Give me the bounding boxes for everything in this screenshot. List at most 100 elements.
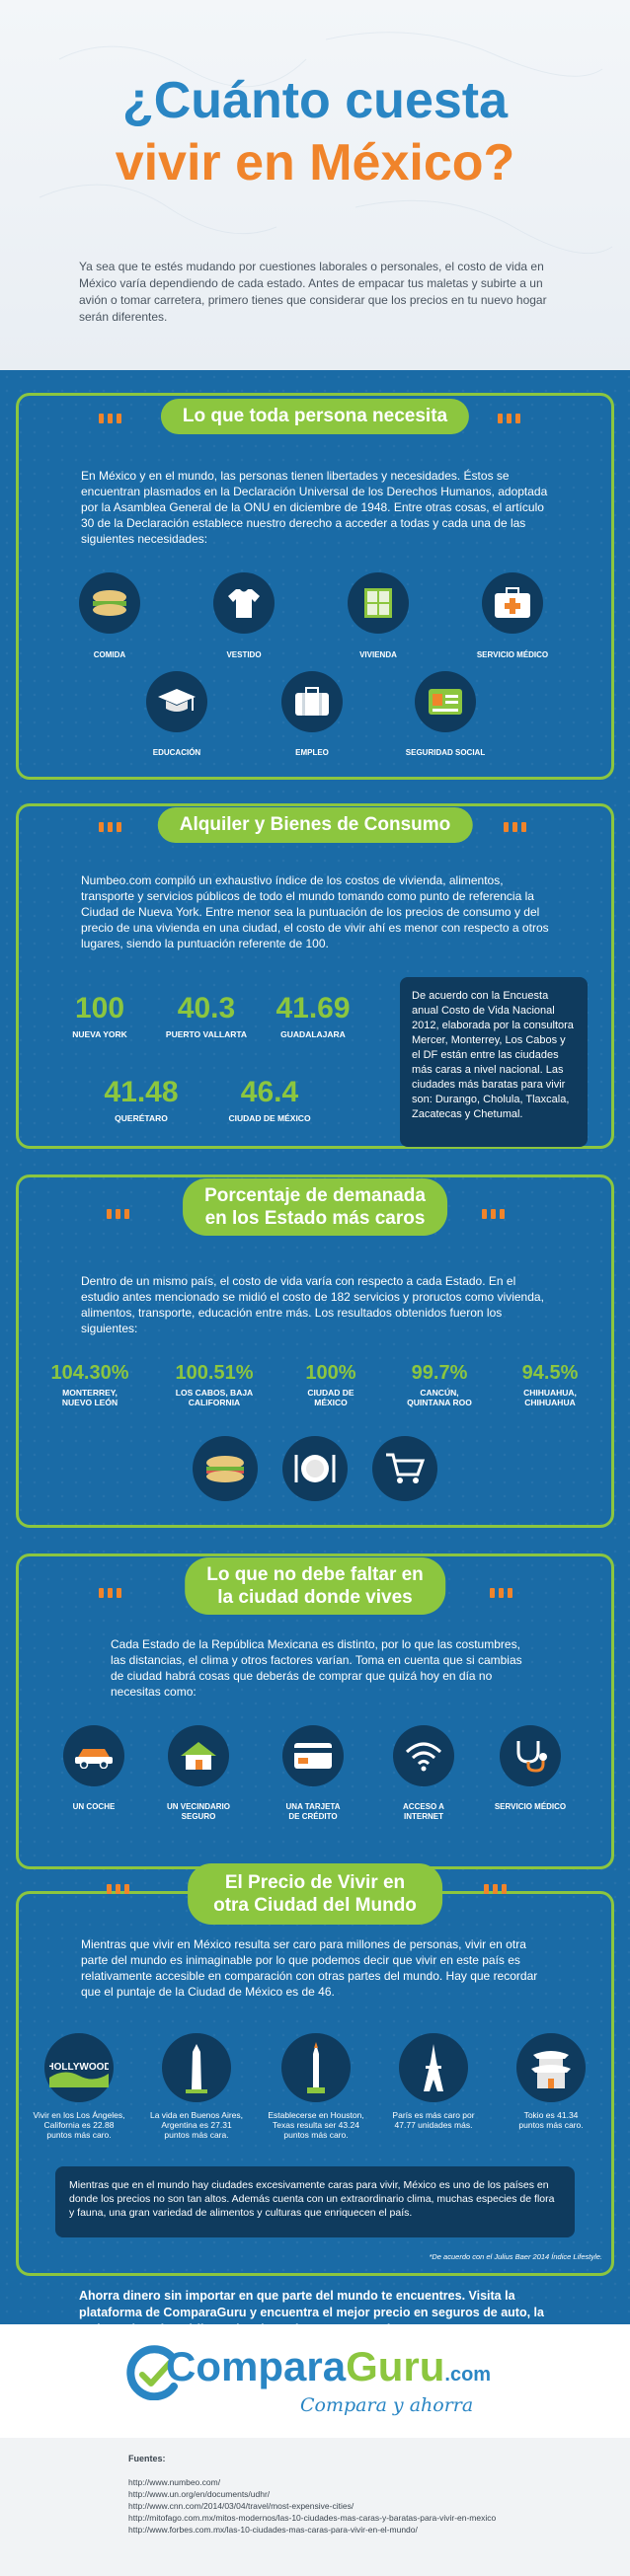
label-line: INTERNET [404,1812,443,1821]
label-line: Argentina es 27.31 [161,2120,232,2130]
source-link[interactable]: http://www.un.org/en/documents/udhr/ [128,2489,271,2499]
score-ciudad-de-mexico: 46.4 [240,1076,299,1108]
title-line-2: vivir en México? [115,134,515,191]
plate-icon [282,1436,348,1501]
sandwich-icon [193,1436,258,1501]
shirt-icon [213,572,275,634]
stat-chihuahua: 94.5% [521,1362,579,1384]
comparaguru-logo[interactable]: ComparaGuru.com Compara y ahorra [126,2341,512,2420]
connector-left [99,411,158,423]
section-porcentaje [16,1174,614,1528]
stat-cancun: 99.7% [411,1362,468,1384]
window-icon [348,572,409,634]
city-label-houston: Establecerse en Houston, Texas resulta se… [262,2110,370,2140]
label-line: SERVICIO MÉDICO [494,1802,567,1811]
score-nueva-york: 100 [74,992,125,1024]
label-vecindario: UN VECINDARIO SEGURO [144,1802,253,1822]
label-empleo: EMPLEO [295,748,329,757]
source-link[interactable]: http://www.cnn.com/2014/03/04/travel/mos… [128,2501,354,2511]
city-label-los-angeles: Vivir en los Los Ángeles, California es 2… [25,2110,133,2140]
car-icon [63,1725,124,1786]
label-line: París es más caro por [392,2110,475,2120]
label-line: puntos más cara. [164,2130,229,2140]
tower-icon [281,2033,351,2102]
shopping-cart-icon [372,1436,437,1501]
label-comida: COMIDA [93,650,126,659]
section-title-precio-mundo: El Precio de Vivir en otra Ciudad del Mu… [188,1863,442,1925]
title-line-1: Porcentaje de demanada [204,1185,426,1206]
intro-text: Ya sea que te estés mudando por cuestion… [79,260,547,324]
score-guadalajara: 41.69 [276,992,351,1024]
label-line: La vida en Buenos Aires, [149,2110,244,2120]
source-link[interactable]: http://www.forbes.com.mx/las-10-ciudades… [128,2525,418,2535]
footnote: *De acuerdo con el Julius Baer 2014 Índi… [429,2252,602,2261]
label-line: MONTERREY, [62,1388,118,1398]
section-title-porcentaje: Porcentaje de demanada en los Estado más… [183,1178,447,1236]
logo-area: ComparaGuru.com Compara y ahorra [0,2329,630,2438]
label-line: UNA TARJETA [285,1802,341,1811]
hero: ¿Cuánto cuesta vivir en México? Ya sea q… [0,0,630,370]
obelisk-icon [162,2033,231,2102]
title-line-1: El Precio de Vivir en [224,1872,406,1893]
label-coche: UN COCHE [39,1802,148,1812]
title-line-2: otra Ciudad del Mundo [213,1895,417,1916]
label-line: 47.77 unidades más. [394,2120,473,2130]
city-label-buenos-aires: La vida en Buenos Aires, Argentina es 27.… [142,2110,251,2140]
title-line-2: en los Estado más caros [204,1208,426,1229]
label-internet: ACCESO A INTERNET [369,1802,478,1822]
mexico-summary-text: Mientras que en el mundo hay ciudades ex… [69,2179,555,2219]
label-line: puntos más caro. [46,2130,112,2140]
stat-label-los-cabos: LOS CABOS, BAJA CALIFORNIA [150,1388,278,1407]
briefcase-icon [281,671,343,732]
sources: Fuentes: http://www.numbeo.com/ http://w… [0,2438,630,2576]
label-line: QUINTANA ROO [407,1398,472,1407]
label-tarjeta: UNA TARJETA DE CRÉDITO [259,1802,367,1822]
label-educacion: EDUCACIÓN [152,748,201,757]
score-queretaro: 41.48 [104,1076,179,1108]
score-label-guadalajara: GUADALAJARA [280,1029,346,1039]
score-label-nueva-york: NUEVA YORK [72,1029,127,1039]
hollywood-sign-icon: HOLLYWOOD [44,2033,114,2102]
logo-mark-icon [126,2345,178,2400]
score-label-queretaro: QUERÉTARO [115,1113,168,1123]
graduation-cap-icon [146,671,207,732]
source-link[interactable]: http://www.numbeo.com/ [128,2477,221,2487]
logo-dotcom: .com [444,2364,492,2386]
connector-right [498,411,557,423]
label-line: DE CRÉDITO [288,1812,338,1821]
label-servicio-medico-2: SERVICIO MÉDICO [476,1802,585,1812]
section-title-no-debe-faltar: Lo que no debe faltar en la ciudad donde… [185,1557,445,1615]
stat-ciudad-de-mexico: 100% [305,1362,356,1384]
first-aid-icon [482,572,543,634]
connector-right [482,1206,541,1219]
connector-right [484,1881,543,1894]
label-line: LOS CABOS, BAJA [175,1388,254,1398]
label-line: Vivir en los Los Ángeles, [33,2110,125,2120]
eiffel-tower-icon [399,2033,468,2102]
label-vestido: VESTIDO [226,650,262,659]
section-title-alquiler: Alquiler y Bienes de Consumo [157,807,473,843]
connector-left [107,1881,166,1894]
source-link[interactable]: http://mitofago.com.mx/mitos-modernos/la… [128,2513,497,2523]
credit-card-icon [282,1725,344,1786]
mexico-summary-box: Mientras que en el mundo hay ciudades ex… [55,2166,575,2237]
label-vivienda: VIVIENDA [359,650,397,659]
logo-guru: Guru [346,2343,445,2389]
title-line-1: Lo que no debe faltar en [206,1564,424,1585]
pagoda-icon [516,2033,586,2102]
label-line: CANCÚN, [420,1388,459,1398]
section-text-no-debe-faltar: Cada Estado de la República Mexicana es … [111,1637,522,1699]
section-necesidades [16,393,614,780]
connector-left [99,1585,158,1598]
label-line: NUEVO LEÓN [61,1398,118,1407]
connector-right [490,1585,549,1598]
section-alquiler [16,803,614,1149]
connector-left [99,819,158,832]
logo-tagline: Compara y ahorra [300,2394,474,2416]
label-line: California es 22.88 [43,2120,115,2130]
label-line: Texas resulta ser 43.24 [273,2120,359,2130]
label-line: CHIHUAHUA, [523,1388,577,1398]
mercer-survey-box: De acuerdo con la Encuesta anual Costo d… [400,977,588,1147]
score-label-ciudad-de-mexico: CIUDAD DE MÉXICO [228,1113,311,1123]
wifi-icon [393,1725,454,1786]
